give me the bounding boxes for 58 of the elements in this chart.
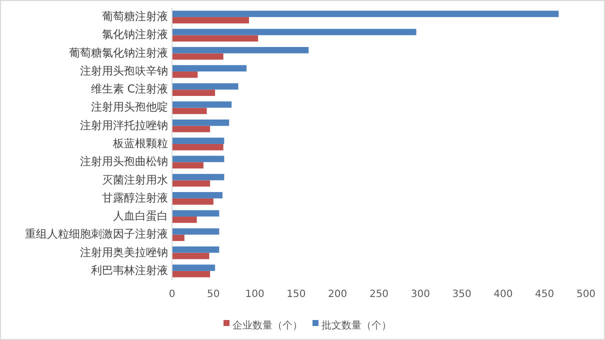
y-tick-label: 人血白蛋白 (113, 210, 168, 223)
bar (172, 216, 197, 223)
legend-label: 批文数量（个） (322, 320, 392, 332)
x-tick-label: 150 (286, 289, 306, 300)
y-tick-label: 板蓝根颗粒 (112, 137, 168, 150)
x-tick-label: 350 (452, 289, 472, 300)
bar (172, 120, 230, 126)
bar (172, 46, 309, 54)
y-tick-label: 葡萄糖氯化钠注射液 (69, 46, 168, 60)
bar (172, 246, 220, 253)
bar (172, 144, 224, 150)
bar (172, 83, 238, 90)
y-tick-label: 注射用头孢他啶 (91, 100, 168, 114)
bar (172, 252, 210, 260)
bar (172, 17, 250, 24)
bar (172, 270, 210, 278)
bar (172, 192, 223, 198)
x-tick-label: 200 (328, 289, 348, 300)
y-tick-label: 注射用头孢呋辛钠 (80, 64, 168, 78)
y-tick-label: 氯化钠注射液 (102, 28, 168, 42)
x-tick-label: 500 (576, 289, 596, 300)
bar (172, 198, 214, 205)
bar (172, 228, 220, 235)
bar (172, 65, 247, 72)
bar (172, 162, 204, 168)
y-tick-label: 重组人粒细胞刺激因子注射液 (25, 228, 168, 241)
bar (172, 234, 184, 242)
bar (172, 28, 416, 36)
bar (172, 71, 198, 78)
bar (172, 138, 224, 144)
x-tick-label: 450 (535, 289, 554, 300)
bar (172, 210, 220, 217)
bar (172, 101, 232, 108)
y-tick-label: 利巴韦林注射液 (91, 264, 168, 277)
x-tick-label: 300 (410, 289, 430, 300)
bar (172, 35, 258, 42)
y-tick-label: 注射用奥美拉唑钠 (80, 246, 168, 259)
bar (172, 10, 559, 18)
bar (172, 156, 224, 162)
x-tick-label: 50 (207, 289, 220, 300)
legend-label: 企业数量（个） (232, 320, 302, 332)
bar (172, 174, 224, 180)
x-tick-label: 0 (168, 289, 176, 300)
bar (172, 180, 210, 187)
x-tick-label: 100 (245, 289, 264, 300)
y-tick-label: 甘露醇注射液 (102, 191, 168, 204)
bar (172, 108, 207, 114)
bar (172, 53, 224, 60)
bar (172, 126, 210, 132)
y-tick-label: 灭菌注射用水 (102, 173, 168, 186)
bar (172, 90, 216, 96)
y-tick-label: 注射用头孢曲松钠 (80, 155, 168, 168)
y-tick-label: 葡萄糖注射液 (102, 10, 168, 24)
bar (172, 264, 216, 271)
x-tick-label: 250 (369, 289, 389, 300)
y-tick-label: 注射用泮托拉唑钠 (80, 118, 168, 132)
y-tick-label: 维生素 C注射液 (90, 82, 168, 96)
x-tick-label: 400 (494, 289, 513, 300)
